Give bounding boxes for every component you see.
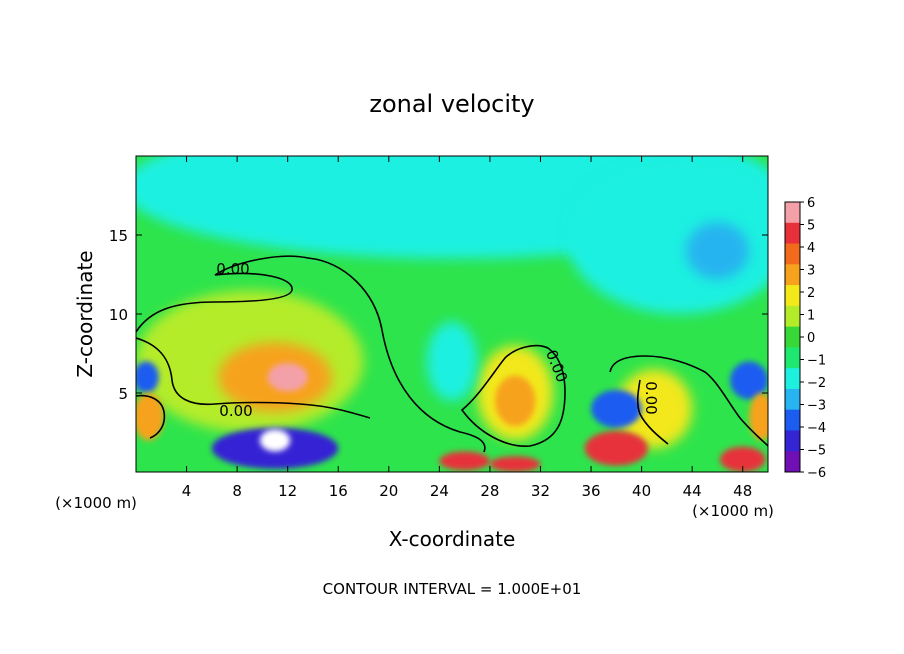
field-region — [494, 375, 536, 427]
contour-label: 0.00 — [642, 381, 660, 414]
colorbar-tick-label: 0 — [807, 331, 815, 346]
zero-contour-bottom-left — [136, 394, 166, 439]
field-region — [730, 361, 768, 400]
colorbar-swatch — [785, 451, 800, 473]
field-region — [136, 361, 159, 393]
plot-area — [136, 156, 768, 472]
colorbar-tick-label: −2 — [807, 376, 826, 391]
colorbar-tick-label: 1 — [807, 309, 815, 324]
field-region — [685, 222, 750, 280]
y-tick-label: 15 — [109, 227, 128, 245]
zero-contour-middle-loop — [460, 344, 566, 447]
field-region — [426, 321, 478, 401]
colorbar-swatch — [785, 368, 800, 390]
colorbar-tick-label: 6 — [807, 196, 815, 211]
chart-title: zonal velocity — [369, 90, 534, 118]
field-region — [584, 430, 648, 466]
contour-label: 0.00 — [216, 260, 249, 278]
colorbar-swatch — [785, 430, 800, 452]
colorbar-tick-label: −5 — [807, 444, 826, 459]
x-tick-label: 36 — [581, 482, 600, 500]
colorbar-tick-label: −3 — [807, 399, 826, 414]
colorbar-tick-label: −4 — [807, 421, 826, 436]
field-region — [136, 393, 164, 441]
x-unit-label-right: (×1000 m) — [692, 502, 774, 520]
zero-contour-left-loop — [136, 337, 371, 419]
contour-label: 0.00 — [219, 402, 252, 420]
x-tick-label: 28 — [480, 482, 499, 500]
colorbar-tick-label: 2 — [807, 286, 815, 301]
zero-contours — [136, 255, 768, 453]
colorbar-swatch — [785, 347, 800, 369]
zero-contour-right-inner — [636, 379, 669, 445]
colorbar-tick-label: −1 — [807, 354, 826, 369]
x-tick-label: 32 — [531, 482, 550, 500]
x-tick-label: 48 — [733, 482, 752, 500]
x-tick-label: 40 — [632, 482, 651, 500]
field-region — [489, 456, 541, 472]
colorbar-swatch — [785, 222, 800, 245]
x-tick-label: 24 — [430, 482, 449, 500]
y-tick-label: 10 — [109, 306, 128, 324]
colorbar-swatch — [785, 305, 800, 328]
x-axis-label: X-coordinate — [389, 527, 516, 551]
field-region — [259, 429, 291, 452]
colorbar-tick-label: 5 — [807, 219, 815, 234]
x-tick-label: 4 — [182, 482, 192, 500]
field-region — [591, 389, 642, 428]
x-tick-label: 8 — [232, 482, 242, 500]
field-region — [719, 446, 766, 472]
y-tick-label: 5 — [118, 385, 128, 403]
x-tick-label: 12 — [278, 482, 297, 500]
field-region — [616, 369, 693, 449]
colorbar-swatch — [785, 409, 800, 431]
contour-interval-note: CONTOUR INTERVAL = 1.000E+01 — [323, 580, 582, 598]
colorbar-swatch — [785, 285, 800, 307]
field-region — [565, 156, 768, 314]
field-region — [267, 362, 308, 392]
colorbar-tick-label: 3 — [807, 264, 815, 279]
colorbar-swatch — [785, 264, 800, 286]
zero-contour-right-loop — [609, 355, 768, 447]
colorbar-swatch — [785, 388, 800, 411]
x-unit-label-left: (×1000 m) — [55, 494, 137, 512]
colorbar-swatch — [785, 202, 800, 224]
zero-contour-upper-left — [136, 255, 486, 453]
colorbar: 6 5 4 3 2 1 0 −1 −2 −3 −4 −5 −6 — [784, 196, 826, 481]
colorbar-tick-label: −6 — [807, 466, 826, 481]
colorbar-swatch — [785, 326, 800, 348]
y-axis-label: Z-coordinate — [73, 250, 97, 377]
colorbar-swatch — [785, 243, 800, 265]
x-tick-label: 16 — [329, 482, 348, 500]
field-region — [749, 393, 768, 441]
colorbar-tick-label: 4 — [807, 241, 815, 256]
x-tick-label: 20 — [379, 482, 398, 500]
field-region — [439, 451, 490, 471]
x-tick-label: 44 — [683, 482, 702, 500]
